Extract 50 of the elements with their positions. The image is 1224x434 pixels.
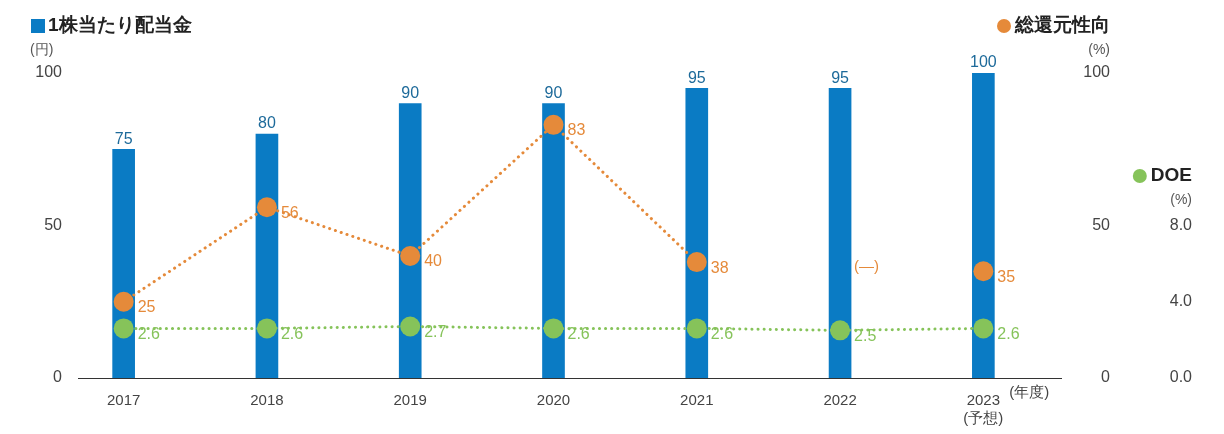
data-label: 2.6 <box>710 324 734 342</box>
bar <box>828 87 852 378</box>
y2-tick-label: 100 <box>1083 63 1111 81</box>
y2-tick-label: 0 <box>1101 368 1111 386</box>
data-label: 80 <box>258 114 276 132</box>
bar <box>685 87 709 378</box>
x-tick-label: 2021 <box>680 391 714 409</box>
data-label: 95 <box>831 68 850 86</box>
annotation: (—) <box>854 256 880 274</box>
x-tick-label: 2023 (予想) <box>963 391 1004 427</box>
y3-tick-label: 4.0 <box>1169 292 1193 310</box>
legend-label: DOE <box>1150 164 1193 186</box>
point <box>400 246 421 266</box>
legend-label: 1株当たり配当金 <box>48 14 192 36</box>
y3-tick-label: 8.0 <box>1169 215 1193 233</box>
y3-tick-label: 0.0 <box>1169 368 1193 386</box>
x-tick-label: 2017 <box>106 391 141 409</box>
data-label: 75 <box>114 129 133 147</box>
data-label: 35 <box>997 267 1016 285</box>
point <box>973 261 994 282</box>
x-tick-label: 2018 <box>250 391 284 409</box>
data-label: 38 <box>710 258 729 276</box>
point <box>543 114 564 135</box>
data-label: 25 <box>137 298 156 316</box>
bar <box>972 73 995 378</box>
y-tick-label: 100 <box>35 63 63 81</box>
y-tick-label: 50 <box>44 215 63 233</box>
bar <box>542 103 565 378</box>
x-tick-label: 2019 <box>393 391 427 409</box>
y2-tick-label: 50 <box>1092 215 1111 233</box>
y2-axis-title: (%) <box>1088 40 1110 57</box>
x-tick-label: 2020 <box>536 391 571 409</box>
data-label: 2.6 <box>997 324 1020 342</box>
x-axis-title: (年度) <box>1009 382 1050 400</box>
y3-axis-title: (%) <box>1170 190 1192 207</box>
data-label: 100 <box>970 53 997 71</box>
data-label: 90 <box>401 83 420 101</box>
data-label: 40 <box>424 252 443 270</box>
data-label: 95 <box>687 68 706 86</box>
data-label: 83 <box>567 121 586 139</box>
y-tick-label: 0 <box>53 368 63 386</box>
data-label: 90 <box>544 83 563 101</box>
point <box>686 252 707 273</box>
data-label: 2.7 <box>424 322 447 340</box>
point <box>113 291 134 312</box>
x-tick-label: 2022 <box>823 391 857 409</box>
point <box>256 197 277 218</box>
data-label: 2.6 <box>137 324 160 342</box>
y-axis-title: (円) <box>30 40 54 57</box>
legend-label: 総還元性向 <box>1014 14 1110 36</box>
